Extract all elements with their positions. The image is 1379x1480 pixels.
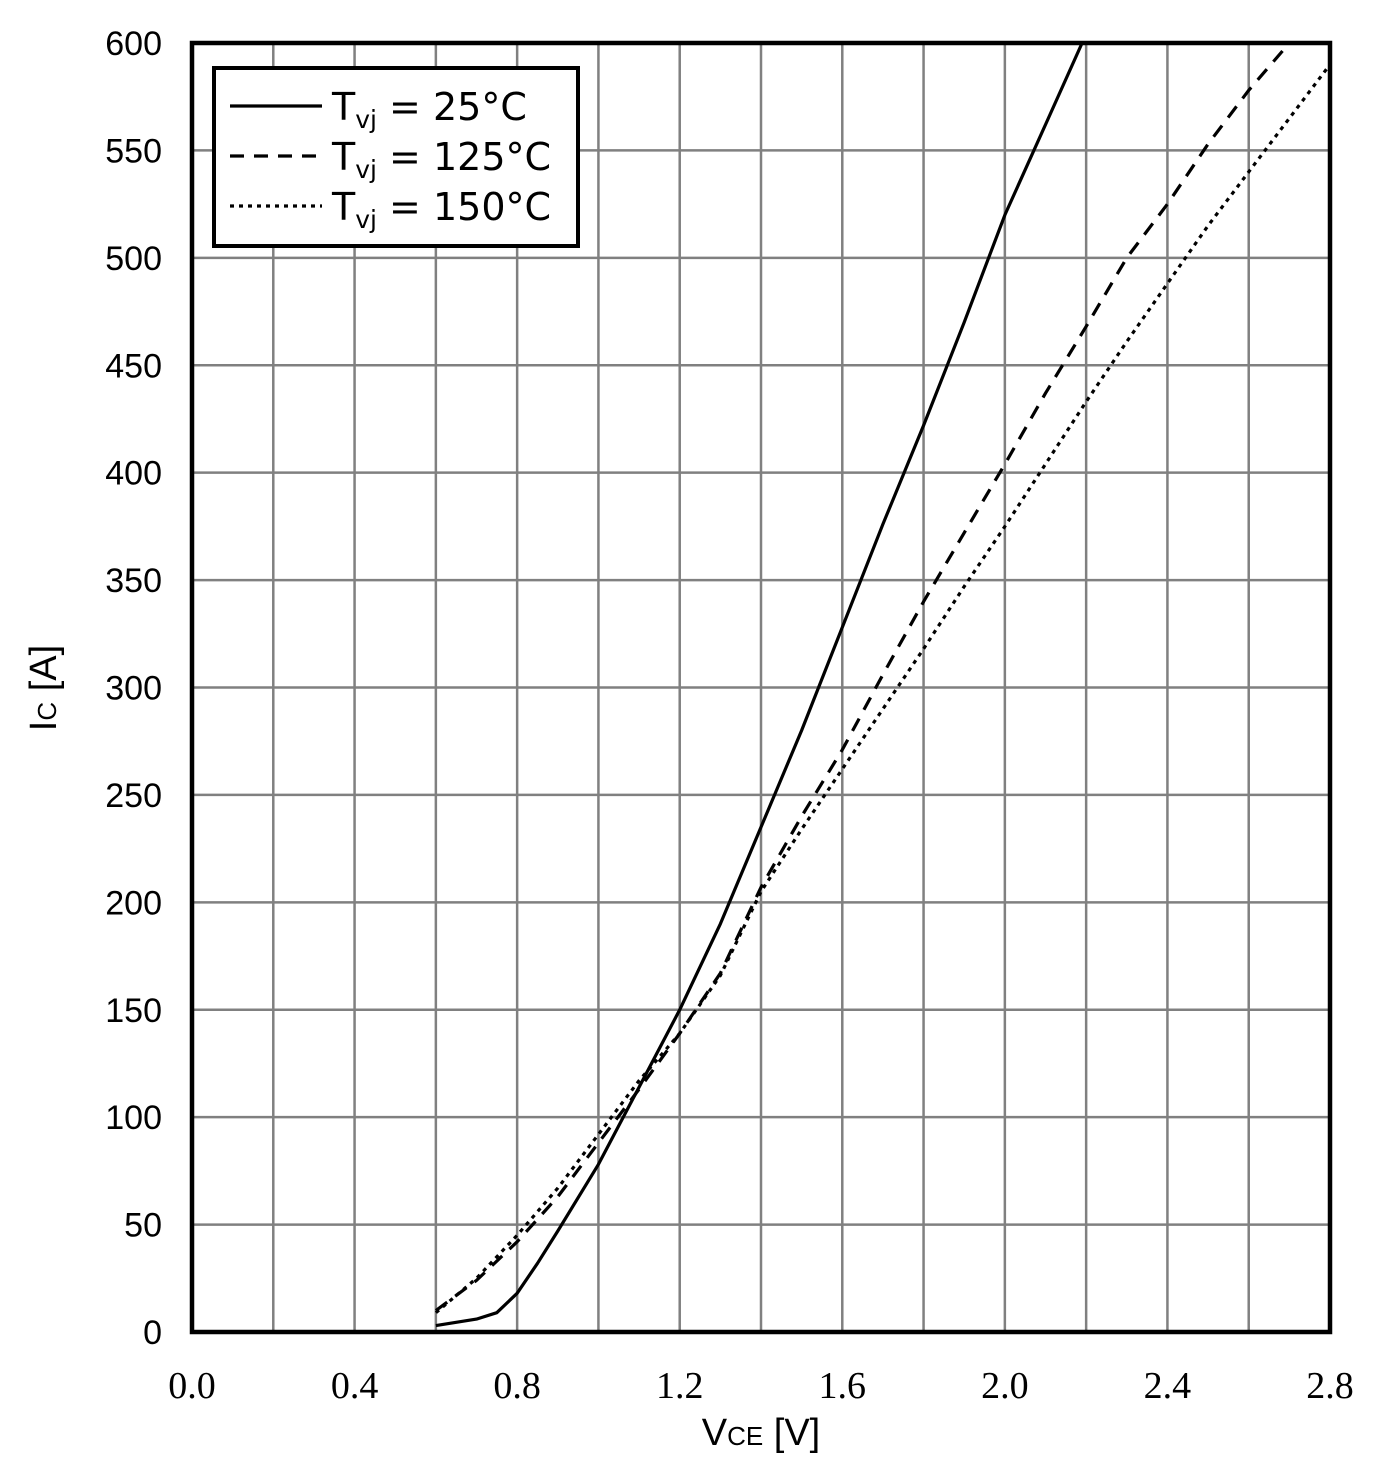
y-tick-label: 400	[105, 455, 162, 493]
y-tick-label: 550	[105, 132, 162, 170]
legend-label-25c: Tvj = 25°C	[331, 85, 527, 134]
y-tick-label: 600	[105, 25, 162, 63]
plot-frame	[189, 40, 1333, 1335]
y-tick-label: 250	[105, 777, 162, 815]
legend-label-150c: Tvj = 150°C	[331, 185, 551, 234]
y-tick-label: 0	[143, 1314, 162, 1352]
y-tick-label: 50	[124, 1207, 162, 1245]
x-tick-label: 2.4	[1144, 1365, 1192, 1407]
series-line-125c	[434, 41, 1291, 1312]
y-axis-label: IC [A]	[23, 645, 65, 731]
x-tick-label: 0.8	[493, 1365, 541, 1407]
y-tick-label: 450	[105, 347, 162, 385]
y-tick-label: 500	[105, 240, 162, 278]
y-tick-label: 300	[105, 670, 162, 708]
legend-label-125c: Tvj = 125°C	[331, 135, 551, 184]
x-tick-label: 2.8	[1306, 1365, 1354, 1407]
x-tick-label: 0.4	[331, 1365, 379, 1407]
grid	[192, 43, 1330, 1332]
legend-box	[212, 66, 580, 248]
x-axis-label: VCE [V]	[702, 1412, 821, 1454]
series-line-25c	[435, 42, 1084, 1328]
tick-labels: 0 50 100 150 200 250 300 350 400 450 500 550 600 0.0 0…	[105, 25, 1353, 1407]
x-tick-label: 1.2	[656, 1365, 704, 1407]
series-line-150c	[434, 63, 1332, 1314]
x-tick-label: 1.6	[819, 1365, 867, 1407]
y-tick-label: 200	[105, 884, 162, 922]
y-tick-label: 100	[105, 1099, 162, 1137]
y-tick-label: 350	[105, 562, 162, 600]
legend: Tvj = 25°C Tvj = 125°C Tvj = 150°C	[212, 66, 580, 248]
y-tick-label: 150	[105, 992, 162, 1030]
x-tick-label: 2.0	[981, 1365, 1029, 1407]
x-tick-label: 0.0	[168, 1365, 216, 1407]
series-layer	[434, 41, 1332, 1328]
